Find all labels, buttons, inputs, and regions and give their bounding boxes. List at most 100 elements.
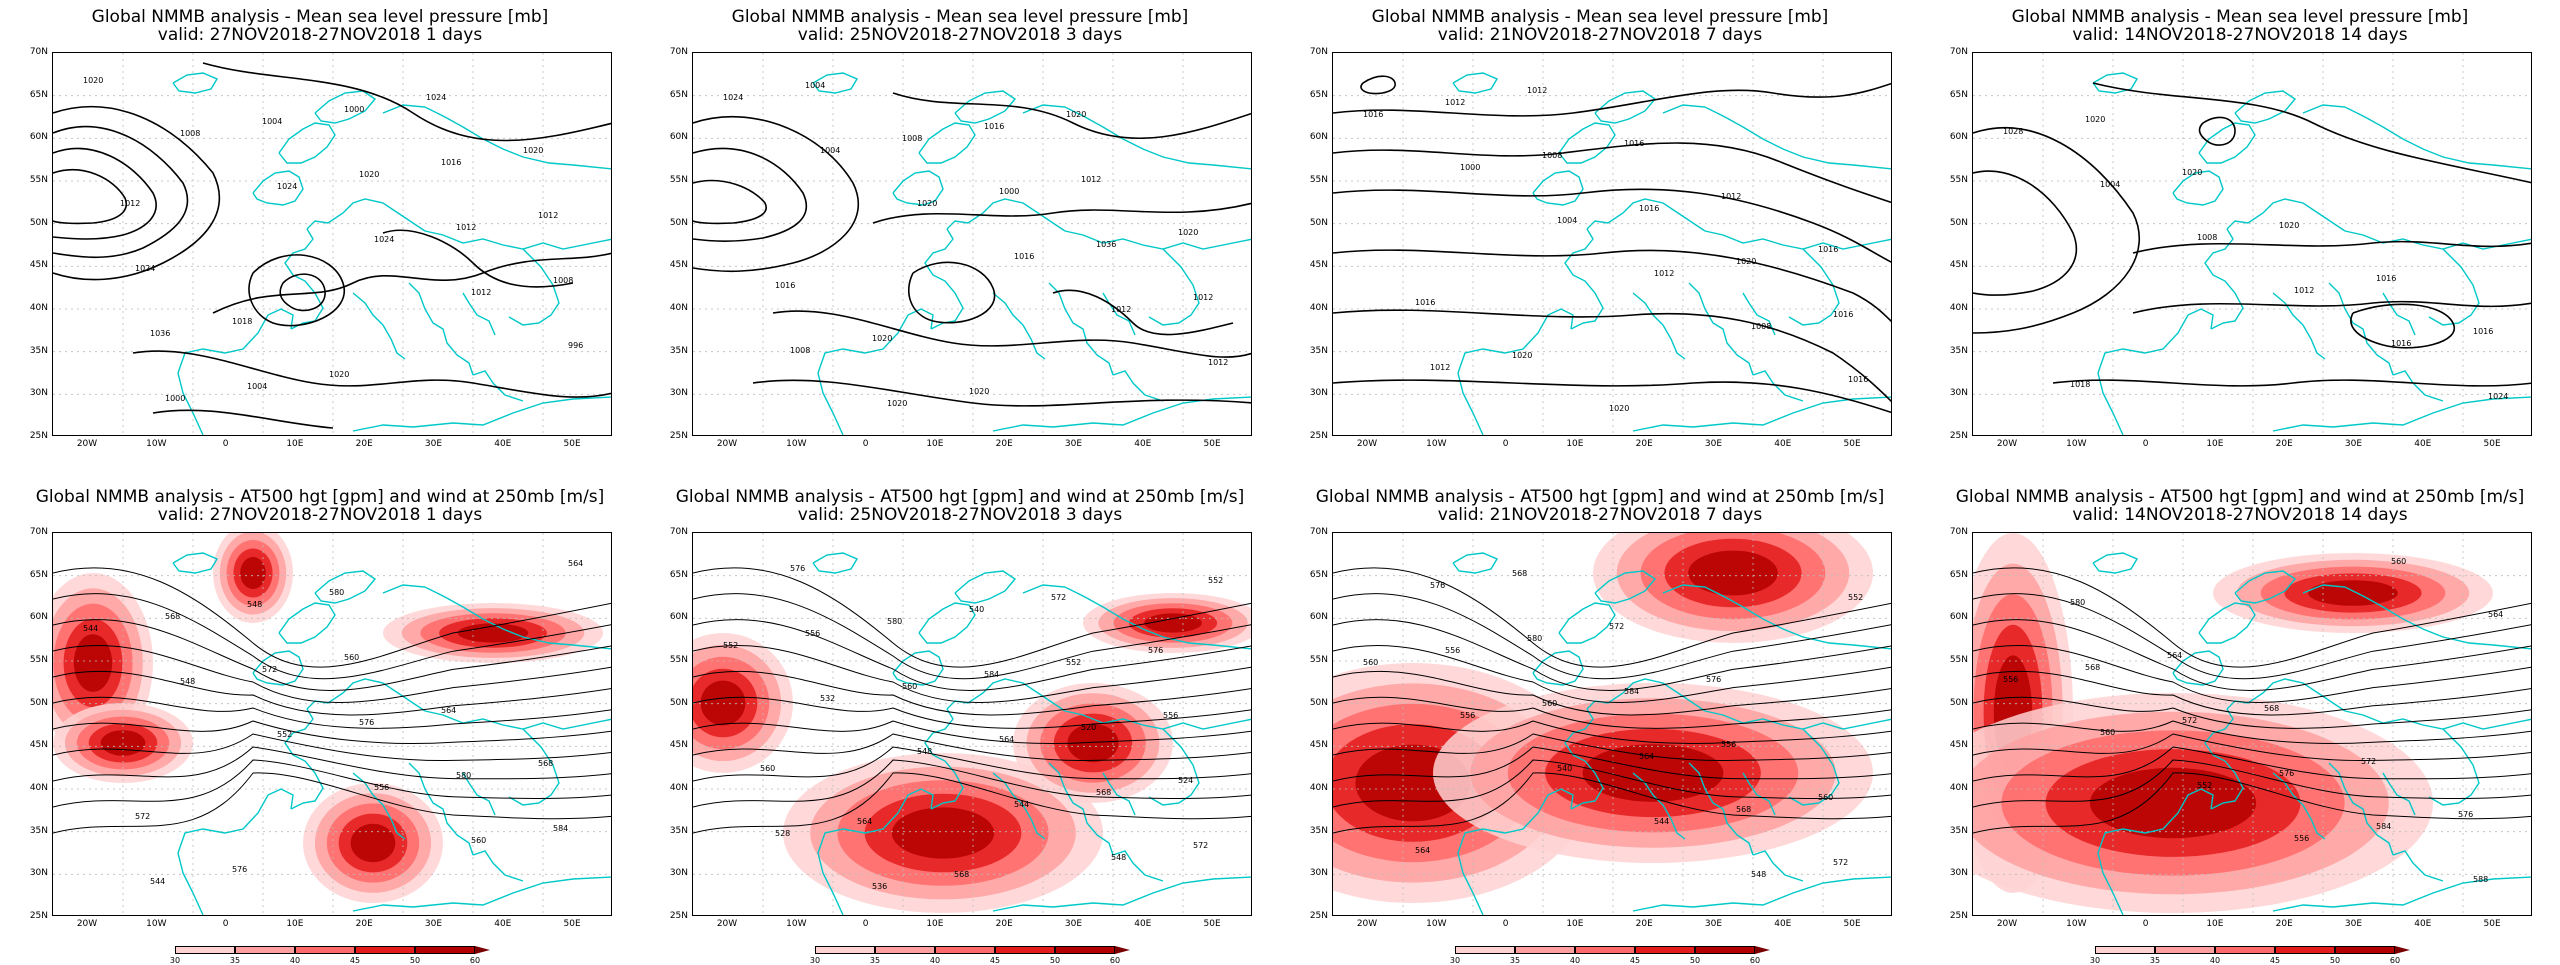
coastline bbox=[1064, 230, 1251, 250]
contour-label: 568 bbox=[2085, 663, 2100, 672]
contour-label: 1020 bbox=[2182, 168, 2202, 177]
contour-label: 568 bbox=[954, 870, 969, 879]
coastline bbox=[172, 552, 219, 574]
isobar bbox=[2052, 379, 2531, 387]
coastline bbox=[177, 308, 294, 435]
panel-mslp-3day: Global NMMB analysis - Mean sea level pr… bbox=[640, 0, 1280, 480]
panel-z500-3day: Global NMMB analysis - AT500 hgt [gpm] a… bbox=[640, 480, 1280, 965]
latitude-label: 35N bbox=[669, 345, 688, 356]
latitude-label: 60N bbox=[1949, 612, 1968, 623]
contour-label: 528 bbox=[775, 829, 790, 838]
latitude-label: 50N bbox=[29, 217, 48, 228]
latitude-label: 65N bbox=[669, 89, 688, 100]
contour-label: 1008 bbox=[1542, 151, 1562, 160]
colorbar-segment bbox=[995, 946, 1055, 954]
height-contour bbox=[53, 644, 611, 703]
longitude-label: 50E bbox=[2483, 919, 2501, 929]
coastline bbox=[1112, 370, 1164, 402]
isobar bbox=[1333, 249, 1891, 323]
panel-z500-14day: Global NMMB analysis - AT500 hgt [gpm] a… bbox=[1920, 480, 2560, 965]
contour-label: 568 bbox=[538, 759, 553, 768]
latitude-label: 40N bbox=[1309, 303, 1328, 313]
contour-label: 560 bbox=[344, 653, 359, 662]
contour-label: 520 bbox=[1081, 723, 1096, 732]
contour-label: 1016 bbox=[2391, 339, 2411, 348]
coastline bbox=[2272, 876, 2531, 912]
isobar bbox=[1333, 309, 1891, 403]
coastline bbox=[1457, 308, 1574, 435]
coastline bbox=[1022, 104, 1251, 170]
contour-label: 552 bbox=[277, 730, 292, 739]
contour-label: 580 bbox=[456, 771, 471, 780]
contour-label: 1024 bbox=[374, 235, 394, 244]
longitude-label: 0 bbox=[222, 439, 229, 449]
coastline bbox=[2392, 850, 2444, 882]
height-contour bbox=[693, 746, 1251, 782]
coastline bbox=[892, 650, 944, 686]
height-contour bbox=[1973, 720, 2531, 744]
coastline bbox=[992, 292, 1046, 360]
contour-label: 556 bbox=[2003, 675, 2018, 684]
contour-label: 1012 bbox=[471, 288, 491, 297]
coastline bbox=[1742, 292, 1776, 336]
longitude-label: 0 bbox=[1502, 919, 1509, 929]
coastline bbox=[1662, 584, 1891, 650]
longitude-label: 20E bbox=[355, 919, 373, 929]
isobar bbox=[693, 179, 767, 225]
contour-label: 1012 bbox=[1430, 363, 1450, 372]
longitude-label: 20W bbox=[76, 919, 98, 929]
coastline bbox=[946, 198, 1066, 232]
isobar bbox=[1360, 75, 1396, 95]
isobar bbox=[152, 409, 334, 429]
contour-label: 1016 bbox=[775, 281, 795, 290]
colorbar-tick-label: 60 bbox=[469, 956, 481, 965]
map-frame: 1028 1004 1008 1012 1016 1024 1020 1020 1020 1016… bbox=[1972, 52, 2532, 436]
coastline bbox=[1452, 552, 1499, 574]
coastline bbox=[1788, 248, 1840, 326]
contour-label: 1020 bbox=[917, 199, 937, 208]
contour-label: 552 bbox=[1848, 593, 1863, 602]
contour-label: 1012 bbox=[538, 211, 558, 220]
longitude-label: 10W bbox=[786, 439, 807, 449]
isobar bbox=[872, 202, 1251, 224]
isobar bbox=[908, 261, 996, 324]
contour-label: 552 bbox=[2197, 781, 2212, 790]
latitude-label: 35N bbox=[29, 825, 48, 836]
wind-shading bbox=[700, 680, 746, 726]
contour-label: 572 bbox=[135, 812, 150, 821]
latitude-label: 45N bbox=[29, 260, 48, 271]
colorbar-tick-label: 45 bbox=[989, 956, 1001, 965]
map-frame: 556 560 552 556 560 564 568 572 576 584 588 580 564 5… bbox=[1972, 532, 2532, 916]
latitude-label: 35N bbox=[1949, 825, 1968, 836]
contour-label: 1016 bbox=[1818, 245, 1838, 254]
contour-label: 584 bbox=[2376, 822, 2391, 831]
coastline bbox=[2272, 772, 2326, 840]
latitude-label: 65N bbox=[29, 569, 48, 580]
height-contour bbox=[53, 720, 611, 744]
coastline bbox=[2097, 308, 2214, 435]
colorbar-tick-label: 45 bbox=[1629, 956, 1641, 965]
coastline bbox=[462, 292, 496, 336]
colorbar-tick-label: 50 bbox=[409, 956, 421, 965]
contour-label: 568 bbox=[1512, 569, 1527, 578]
contour-label: 568 bbox=[1736, 805, 1751, 814]
contour-label: 552 bbox=[1208, 576, 1223, 585]
height-contour bbox=[1333, 670, 1891, 716]
latitude-label: 45N bbox=[29, 740, 48, 751]
contour-label: 556 bbox=[805, 629, 820, 638]
coastline bbox=[172, 72, 219, 94]
wind-shading bbox=[1067, 723, 1119, 763]
contour-label: 1016 bbox=[441, 158, 461, 167]
latitude-label: 35N bbox=[669, 825, 688, 836]
height-contour bbox=[693, 696, 1251, 729]
panel-title: Global NMMB analysis - AT500 hgt [gpm] a… bbox=[675, 487, 1245, 507]
latitude-label: 70N bbox=[29, 47, 48, 57]
latitude-label: 70N bbox=[669, 527, 688, 537]
coastline bbox=[2234, 570, 2297, 604]
coastline bbox=[2092, 72, 2139, 94]
contour-label: 564 bbox=[2167, 651, 2182, 660]
longitude-label: 50E bbox=[563, 439, 581, 449]
coastline bbox=[1564, 228, 1604, 330]
colorbar-segment bbox=[355, 946, 415, 954]
height-contour bbox=[1973, 772, 2531, 834]
